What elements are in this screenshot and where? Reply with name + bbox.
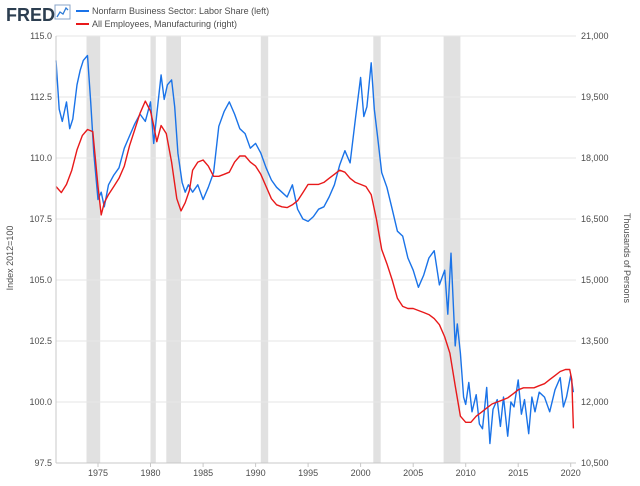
series-line-manufacturing-employees [55, 100, 575, 429]
recession-band-4 [373, 36, 381, 463]
y-right-tick-label-1: 12,000 [581, 397, 609, 407]
recession-band-0 [86, 36, 101, 463]
y-axis-right-title: Thousands of Persons [622, 213, 632, 304]
y-left-tick-label-0: 97.5 [34, 458, 52, 468]
x-tick-label-7: 2010 [456, 468, 476, 478]
x-tick-label-2: 1985 [193, 468, 213, 478]
x-tick-label-3: 1990 [246, 468, 266, 478]
fred-logo[interactable]: FRED [6, 4, 71, 25]
recession-band-1 [150, 36, 156, 463]
series [55, 54, 575, 445]
y-right-tick-label-4: 16,500 [581, 214, 609, 224]
legend-label-labor-share: Nonfarm Business Sector: Labor Share (le… [92, 6, 269, 16]
y-axis-left-title: Index 2012=100 [5, 226, 15, 291]
fred-logo-text: FRED [6, 5, 55, 25]
y-right-tick-label-2: 13,500 [581, 336, 609, 346]
x-tick-label-5: 2000 [351, 468, 371, 478]
legend-label-manufacturing: All Employees, Manufacturing (right) [92, 19, 237, 29]
series-line-labor-share [55, 54, 575, 445]
y-right-tick-label-3: 15,000 [581, 275, 609, 285]
y-left-tick-label-5: 110.0 [30, 153, 52, 163]
fred-logo-chart-icon-line [56, 6, 69, 18]
tick-labels: 1975 1980 1985 1990 1995 2000 2005 2010 2015 2020… [29, 31, 608, 478]
recession-bands [86, 36, 461, 463]
y-left-tick-label-3: 105.0 [29, 275, 52, 285]
x-tick-label-4: 1995 [298, 468, 318, 478]
recession-band-5 [443, 36, 461, 463]
x-tick-label-9: 2020 [561, 468, 581, 478]
y-right-tick-label-0: 10,500 [581, 458, 609, 468]
x-tick-label-6: 2005 [403, 468, 423, 478]
y-left-tick-label-6: 112.5 [30, 92, 52, 102]
y-right-tick-label-7: 21,000 [581, 31, 609, 41]
plot-frame [55, 36, 576, 464]
y-left-tick-label-1: 100.0 [29, 397, 52, 407]
y-left-tick-label-2: 102.5 [29, 336, 52, 346]
gridlines [56, 35, 576, 464]
y-left-tick-label-4: 107.5 [29, 214, 52, 224]
x-tick-label-0: 1975 [88, 468, 108, 478]
legend: Nonfarm Business Sector: Labor Share (le… [76, 6, 269, 29]
recession-band-3 [260, 36, 269, 463]
y-right-tick-label-6: 19,500 [581, 92, 609, 102]
y-right-tick-label-5: 18,000 [581, 153, 609, 163]
y-left-tick-label-7: 115.0 [30, 31, 52, 41]
x-tick-label-1: 1980 [140, 468, 160, 478]
x-tick-label-8: 2015 [508, 468, 528, 478]
